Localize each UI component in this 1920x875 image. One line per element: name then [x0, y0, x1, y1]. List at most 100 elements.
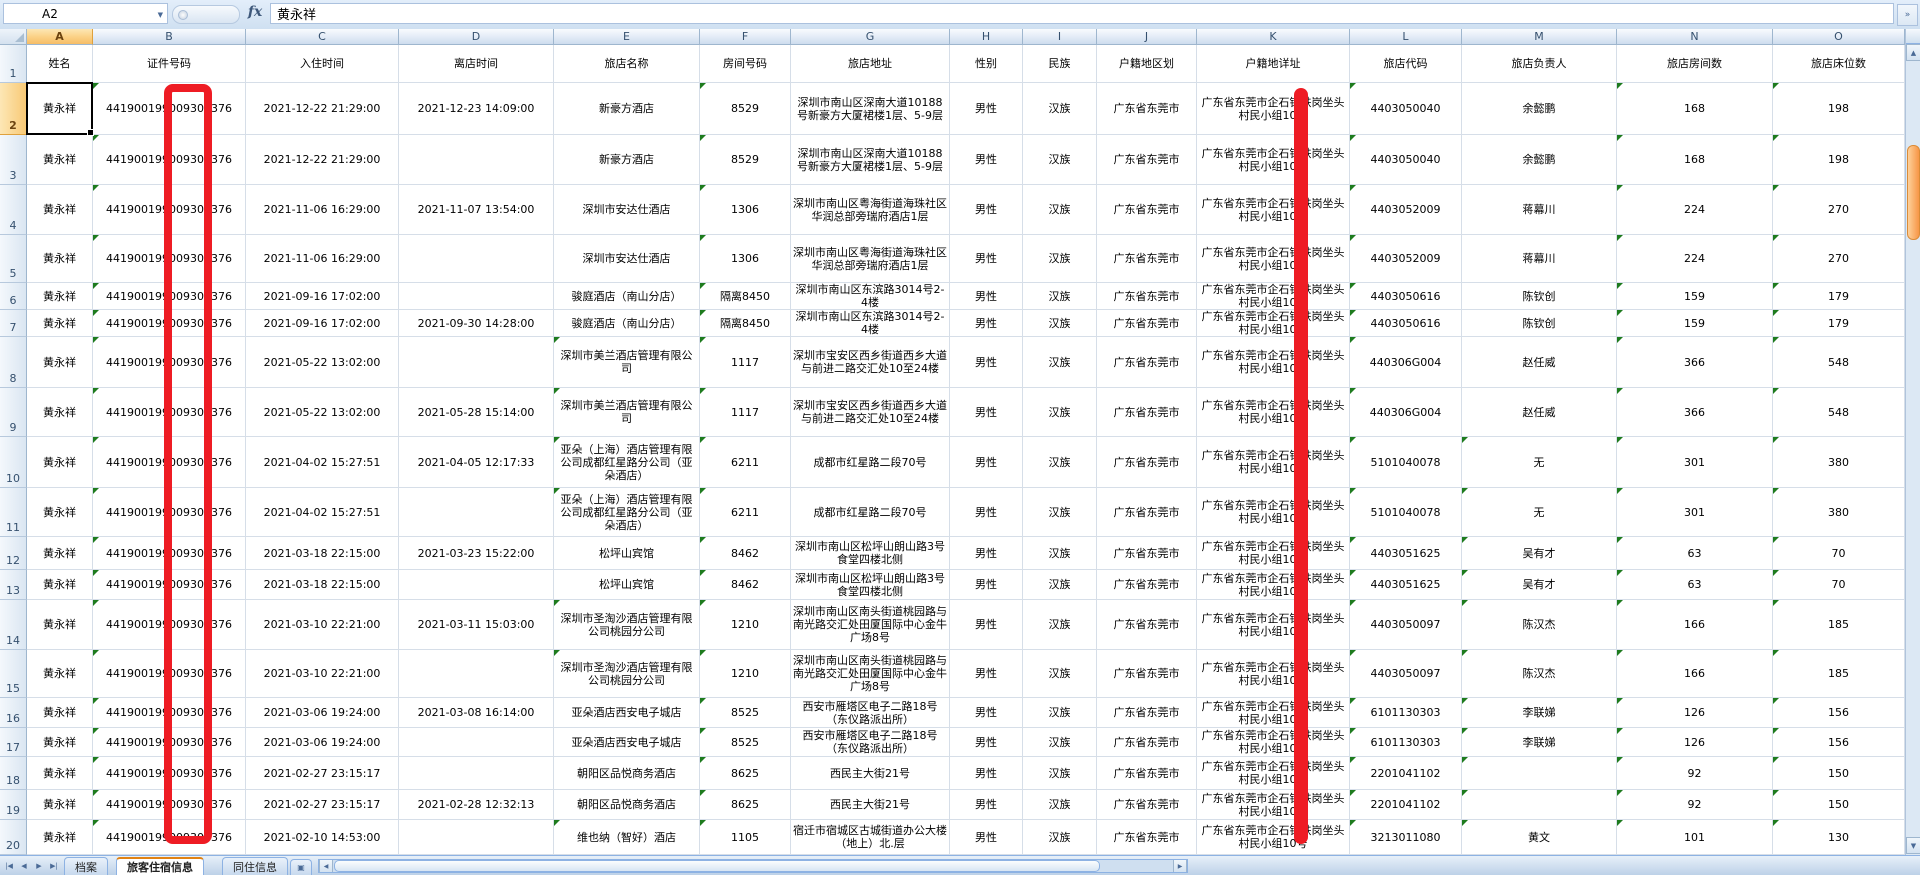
- cell-k12[interactable]: 广东省东莞市企石镇铁岗坐头村民小组10号: [1197, 537, 1350, 570]
- cell-d16[interactable]: 2021-03-08 16:14:00: [399, 698, 554, 728]
- cell-a17[interactable]: 黄永祥: [27, 728, 93, 757]
- cell-j8[interactable]: 广东省东莞市: [1097, 337, 1197, 388]
- scroll-up-icon[interactable]: ▲: [1906, 44, 1920, 61]
- cell-h19[interactable]: 男性: [950, 790, 1023, 820]
- cell-c3[interactable]: 2021-12-22 21:29:00: [246, 135, 399, 185]
- cell-c11[interactable]: 2021-04-02 15:27:51: [246, 488, 399, 537]
- cell-d7[interactable]: 2021-09-30 14:28:00: [399, 310, 554, 337]
- cell-d2[interactable]: 2021-12-23 14:09:00: [399, 83, 554, 135]
- cell-n8[interactable]: 366: [1617, 337, 1773, 388]
- column-header-i[interactable]: I: [1023, 29, 1097, 45]
- row-header-18[interactable]: 18: [0, 757, 27, 790]
- cell-d11[interactable]: [399, 488, 554, 537]
- cell-e7[interactable]: 骏庭酒店（南山分店）: [554, 310, 700, 337]
- tab-tongzhu-xinxi[interactable]: 同住信息: [222, 857, 288, 875]
- cell-g14[interactable]: 深圳市南山区南头街道桃园路与南光路交汇处田厦国际中心金牛广场8号: [791, 600, 950, 650]
- cell-i18[interactable]: 汉族: [1023, 757, 1097, 790]
- cell-n11[interactable]: 301: [1617, 488, 1773, 537]
- insert-worksheet-icon[interactable]: ▣: [290, 859, 312, 875]
- cell-n18[interactable]: 92: [1617, 757, 1773, 790]
- cell-g12[interactable]: 深圳市南山区松坪山朗山路3号食堂四楼北侧: [791, 537, 950, 570]
- cell-a6[interactable]: 黄永祥: [27, 283, 93, 310]
- cell-l7[interactable]: 4403050616: [1350, 310, 1462, 337]
- cell-j15[interactable]: 广东省东莞市: [1097, 650, 1197, 698]
- cell-f6[interactable]: 隔离8450: [700, 283, 791, 310]
- cell-f5[interactable]: 1306: [700, 235, 791, 283]
- cell-m14[interactable]: 陈汉杰: [1462, 600, 1617, 650]
- horizontal-scrollbar[interactable]: ◀ ▶: [318, 859, 1188, 873]
- cell-e20[interactable]: 维也纳（智好）酒店: [554, 820, 700, 855]
- cell-g16[interactable]: 西安市雁塔区电子二路18号（东仪路派出所）: [791, 698, 950, 728]
- cell-c20[interactable]: 2021-02-10 14:53:00: [246, 820, 399, 855]
- header-cell-gender[interactable]: 性别: [950, 45, 1023, 83]
- cell-d14[interactable]: 2021-03-11 15:03:00: [399, 600, 554, 650]
- cell-h20[interactable]: 男性: [950, 820, 1023, 855]
- cell-i15[interactable]: 汉族: [1023, 650, 1097, 698]
- cell-n14[interactable]: 166: [1617, 600, 1773, 650]
- cell-d12[interactable]: 2021-03-23 15:22:00: [399, 537, 554, 570]
- cell-g8[interactable]: 深圳市宝安区西乡街道西乡大道与前进二路交汇处10至24楼: [791, 337, 950, 388]
- cell-f7[interactable]: 隔离8450: [700, 310, 791, 337]
- cell-o2[interactable]: 198: [1773, 83, 1905, 135]
- column-header-h[interactable]: H: [950, 29, 1023, 45]
- cell-o17[interactable]: 156: [1773, 728, 1905, 757]
- cell-i9[interactable]: 汉族: [1023, 388, 1097, 437]
- row-header-9[interactable]: 9: [0, 388, 27, 437]
- cell-g13[interactable]: 深圳市南山区松坪山朗山路3号食堂四楼北侧: [791, 570, 950, 600]
- cell-f13[interactable]: 8462: [700, 570, 791, 600]
- header-cell-region[interactable]: 户籍地区划: [1097, 45, 1197, 83]
- cell-d13[interactable]: [399, 570, 554, 600]
- cell-e18[interactable]: 朝阳区品悦商务酒店: [554, 757, 700, 790]
- cell-o12[interactable]: 70: [1773, 537, 1905, 570]
- cell-n15[interactable]: 166: [1617, 650, 1773, 698]
- header-cell-hotel_code[interactable]: 旅店代码: [1350, 45, 1462, 83]
- scrollbar-split-handle[interactable]: [1906, 29, 1920, 44]
- cell-e11[interactable]: 亚朵（上海）酒店管理有限公司成都红星路分公司（亚朵酒店）: [554, 488, 700, 537]
- header-cell-checkin[interactable]: 入住时间: [246, 45, 399, 83]
- cell-a16[interactable]: 黄永祥: [27, 698, 93, 728]
- cell-i7[interactable]: 汉族: [1023, 310, 1097, 337]
- column-header-g[interactable]: G: [791, 29, 950, 45]
- cell-g10[interactable]: 成都市红星路二段70号: [791, 437, 950, 488]
- cell-a20[interactable]: 黄永祥: [27, 820, 93, 855]
- cell-c14[interactable]: 2021-03-10 22:21:00: [246, 600, 399, 650]
- cell-m16[interactable]: 李联娣: [1462, 698, 1617, 728]
- cell-i3[interactable]: 汉族: [1023, 135, 1097, 185]
- cell-g3[interactable]: 深圳市南山区深南大道10188号新豪方大厦裙楼1层、5-9层: [791, 135, 950, 185]
- column-header-e[interactable]: E: [554, 29, 700, 45]
- cell-a12[interactable]: 黄永祥: [27, 537, 93, 570]
- cell-k15[interactable]: 广东省东莞市企石镇铁岗坐头村民小组10号: [1197, 650, 1350, 698]
- cell-c17[interactable]: 2021-03-06 19:24:00: [246, 728, 399, 757]
- row-header-8[interactable]: 8: [0, 337, 27, 388]
- cell-h7[interactable]: 男性: [950, 310, 1023, 337]
- cell-h9[interactable]: 男性: [950, 388, 1023, 437]
- cell-l2[interactable]: 4403050040: [1350, 83, 1462, 135]
- cell-k11[interactable]: 广东省东莞市企石镇铁岗坐头村民小组10号: [1197, 488, 1350, 537]
- cell-k9[interactable]: 广东省东莞市企石镇铁岗坐头村民小组10号: [1197, 388, 1350, 437]
- cell-d9[interactable]: 2021-05-28 15:14:00: [399, 388, 554, 437]
- cell-h5[interactable]: 男性: [950, 235, 1023, 283]
- cell-h17[interactable]: 男性: [950, 728, 1023, 757]
- horizontal-scroll-thumb[interactable]: [334, 860, 1100, 872]
- row-header-4[interactable]: 4: [0, 185, 27, 235]
- column-header-m[interactable]: M: [1462, 29, 1617, 45]
- scroll-down-icon[interactable]: ▼: [1906, 837, 1920, 854]
- row-header-1[interactable]: 1: [0, 45, 27, 83]
- cell-o8[interactable]: 548: [1773, 337, 1905, 388]
- cell-l18[interactable]: 2201041102: [1350, 757, 1462, 790]
- cell-m17[interactable]: 李联娣: [1462, 728, 1617, 757]
- cell-d20[interactable]: [399, 820, 554, 855]
- cell-l19[interactable]: 2201041102: [1350, 790, 1462, 820]
- cell-l9[interactable]: 440306G004: [1350, 388, 1462, 437]
- tab-lvke-zhusu-xinxi[interactable]: 旅客住宿信息: [116, 857, 204, 875]
- cell-l20[interactable]: 3213011080: [1350, 820, 1462, 855]
- row-header-10[interactable]: 10: [0, 437, 27, 488]
- cell-d15[interactable]: [399, 650, 554, 698]
- row-header-19[interactable]: 19: [0, 790, 27, 820]
- header-cell-checkout[interactable]: 离店时间: [399, 45, 554, 83]
- cell-m20[interactable]: 黄文: [1462, 820, 1617, 855]
- cell-e19[interactable]: 朝阳区品悦商务酒店: [554, 790, 700, 820]
- row-header-20[interactable]: 20: [0, 820, 27, 855]
- insert-function-button[interactable]: fx: [247, 4, 263, 20]
- cell-i8[interactable]: 汉族: [1023, 337, 1097, 388]
